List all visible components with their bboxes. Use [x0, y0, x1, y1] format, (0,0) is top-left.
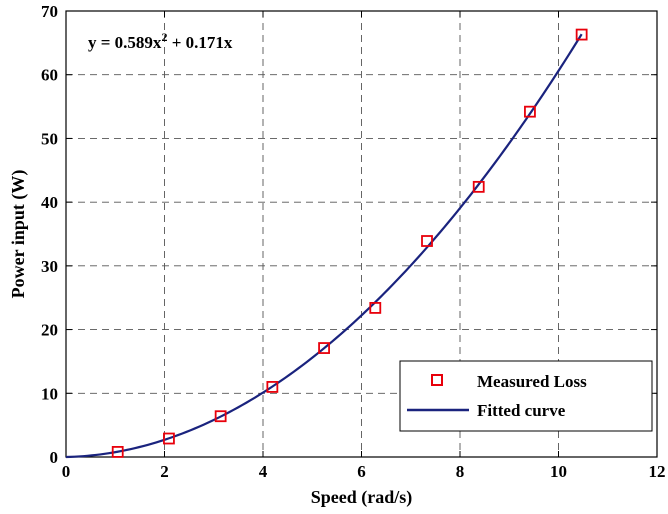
equation-prefix: y = 0.589x: [88, 33, 162, 52]
fitted-curve-line: [65, 33, 583, 459]
legend-label-measured-loss: Measured Loss: [477, 372, 587, 391]
y-tick-label: 60: [41, 66, 58, 85]
measured-loss-point: [318, 342, 330, 354]
y-axis-label: Power input (W): [8, 170, 29, 299]
y-tick-label: 50: [41, 129, 58, 148]
measured-loss-point: [214, 410, 227, 423]
x-tick-label: 4: [259, 462, 268, 481]
equation-suffix: + 0.171x: [167, 33, 232, 52]
legend-box: [399, 360, 653, 432]
measured-loss-point: [369, 302, 382, 314]
measured-loss-point: [472, 180, 485, 193]
y-tick-label: 30: [41, 257, 58, 276]
y-tick-label: 40: [41, 193, 58, 212]
x-tick-label: 12: [649, 462, 666, 481]
measured-loss-series: [111, 28, 588, 458]
x-tick-label: 6: [357, 462, 366, 481]
y-tick-label: 70: [41, 2, 58, 21]
measured-loss-point: [575, 28, 588, 41]
x-tick-label: 10: [550, 462, 567, 481]
measured-loss-point: [111, 446, 124, 458]
equation-superscript: 2: [161, 30, 167, 44]
y-tick-label: 10: [41, 384, 58, 403]
measured-loss-point: [266, 381, 279, 393]
x-tick-label: 0: [62, 462, 71, 481]
equation-annotation: y = 0.589x2 + 0.171x: [88, 30, 233, 52]
y-tick-label: 0: [50, 448, 59, 467]
x-tick-label: 8: [456, 462, 465, 481]
x-tick-label: 2: [160, 462, 169, 481]
measured-loss-point: [524, 105, 536, 118]
y-tick-label: 20: [41, 321, 58, 340]
legend-label-fitted-curve: Fitted curve: [477, 401, 566, 420]
tick-labels: 0 2 4 6 8 10 12 0 10 20 30 40 50 60 70: [41, 2, 666, 481]
grid-lines: [66, 11, 657, 457]
legend: Measured Loss Fitted curve: [399, 360, 653, 432]
measured-loss-point: [421, 235, 433, 247]
x-axis-label: Speed (rad/s): [311, 487, 413, 508]
measured-loss-point: [163, 432, 175, 445]
fitted-curve-series: [65, 33, 583, 459]
legend-square-marker-icon: [431, 374, 443, 386]
